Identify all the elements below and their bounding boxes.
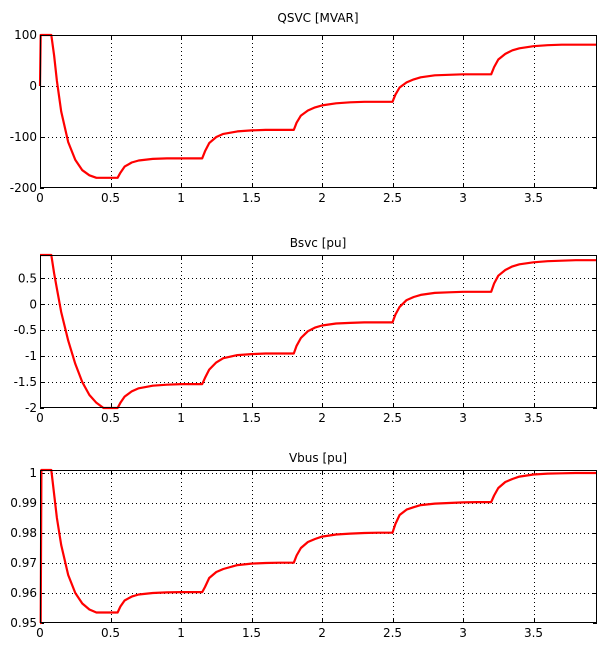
x-tick-label: 3 [459,626,467,640]
plot-area [40,35,597,188]
x-tick-label: 3 [459,191,467,205]
grid-lines [40,470,597,623]
x-tick-label: 3.5 [524,626,543,640]
grid-lines [40,35,597,188]
y-tick-label: 0.97 [10,556,37,570]
y-tick-label: -0.5 [14,323,37,337]
x-tick-label: 1.5 [242,411,261,425]
x-tick-label: 0 [36,626,44,640]
plot-area [40,255,597,408]
x-tick-label: 1 [177,411,185,425]
x-tick-label: 2.5 [383,411,402,425]
y-tick-label: 0.98 [10,526,37,540]
y-tick-labels: 0.95 0.96 0.97 0.98 0.99 1 [10,466,37,630]
y-tick-label: -2 [25,401,37,415]
x-tick-label: 3 [459,411,467,425]
x-tick-label: 2 [318,411,326,425]
x-tick-label: 2.5 [383,191,402,205]
x-tick-label: 3.5 [524,191,543,205]
chart-panel-bsvc: Bsvc [pu] 0 0.5 1 1.5 2 2.5 3 3.5 -2 -1.5 -1 -0.5 0… [14,236,597,425]
series-line [40,253,597,410]
y-tick-label: 0 [29,79,37,93]
x-tick-label: 2.5 [383,626,402,640]
x-tick-label: 1.5 [242,191,261,205]
plot-area [40,470,597,623]
x-tick-labels: 0 0.5 1 1.5 2 2.5 3 3.5 [36,191,543,205]
y-tick-label: 0.96 [10,586,37,600]
series-line [39,468,597,625]
x-tick-label: 1 [177,626,185,640]
x-tick-label: 2 [318,626,326,640]
y-tick-label: -1 [25,349,37,363]
y-tick-label: -1.5 [14,375,37,389]
y-tick-label: -200 [10,181,37,195]
y-tick-label: -100 [10,130,37,144]
y-tick-label: 0.99 [10,496,37,510]
series-line [38,33,597,179]
x-tick-label: 0 [36,191,44,205]
chart-panel-qsvc: QSVC [MVAR] 0 0.5 1 1.5 2 2.5 3 3.5 -200 -100 0 10… [10,11,597,205]
y-tick-labels: -2 -1.5 -1 -0.5 0 0.5 [14,271,37,415]
y-tick-label: 100 [14,28,37,42]
chart-title: Vbus [pu] [289,451,347,465]
grid-lines [40,255,597,408]
chart-panel-vbus: Vbus [pu] 0 0.5 1 1.5 2 2.5 3 3.5 0.950.960.970… [10,451,597,640]
x-tick-label: 3.5 [524,411,543,425]
x-tick-labels: 0 0.5 1 1.5 2 2.5 3 3.5 [36,626,543,640]
y-tick-labels: -200 -100 0 100 [10,28,37,195]
x-tick-label: 1 [177,191,185,205]
x-tick-label: 1.5 [242,626,261,640]
x-tick-label: 0 [36,411,44,425]
chart-title: Bsvc [pu] [290,236,347,250]
x-tick-label: 0.5 [101,626,120,640]
y-tick-label: 0.95 [10,616,37,630]
y-tick-label: 0.5 [18,271,37,285]
chart-title: QSVC [MVAR] [277,11,358,25]
x-tick-label: 0.5 [101,191,120,205]
x-tick-label: 0.5 [101,411,120,425]
y-tick-label: 1 [29,466,37,480]
x-tick-labels: 0 0.5 1 1.5 2 2.5 3 3.5 [36,411,543,425]
x-tick-label: 2 [318,191,326,205]
y-tick-label: 0 [29,297,37,311]
